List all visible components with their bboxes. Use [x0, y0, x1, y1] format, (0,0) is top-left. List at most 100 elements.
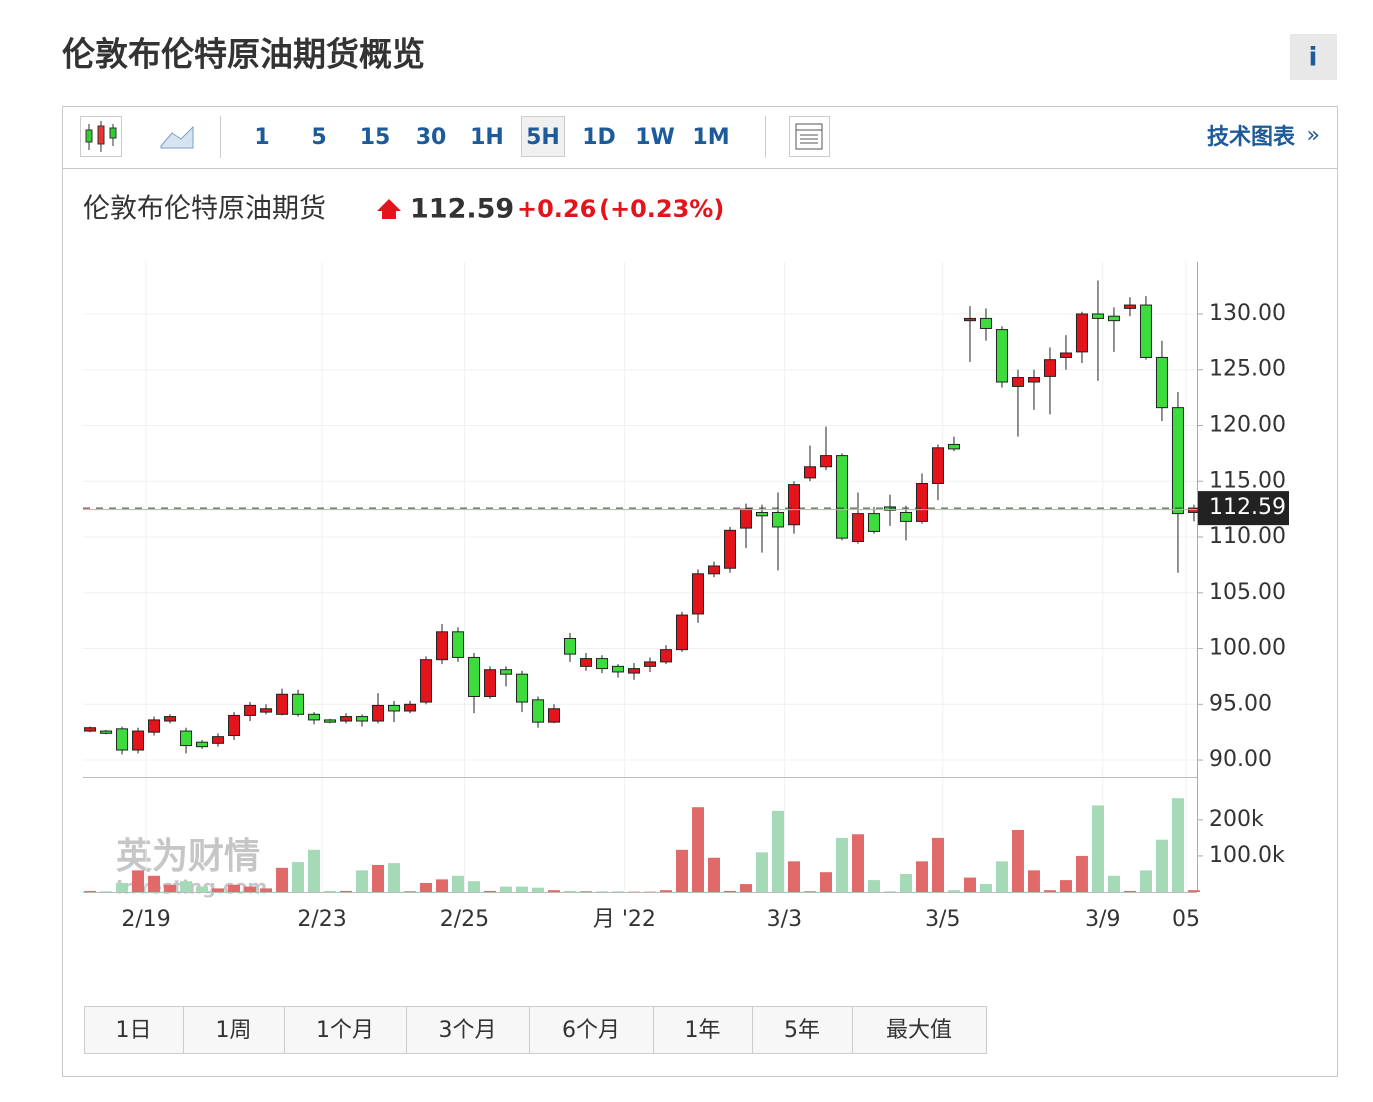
- volume-bar: [819, 872, 832, 892]
- volume-bar: [915, 861, 928, 892]
- interval-active: [521, 116, 565, 157]
- interval-button[interactable]: 1W: [635, 125, 675, 150]
- volume-bar: [500, 886, 513, 892]
- candle-body: [899, 511, 912, 522]
- volume-bar: [947, 890, 960, 892]
- range-button[interactable]: [183, 1006, 285, 1054]
- volume-bar: [100, 891, 113, 892]
- candle-body: [803, 466, 816, 479]
- interval-button[interactable]: 1M: [692, 125, 729, 150]
- range-button[interactable]: [852, 1006, 987, 1054]
- candle-body: [1011, 377, 1024, 387]
- y-tick-label: 110.00: [1209, 524, 1286, 549]
- candle-body: [1155, 356, 1168, 409]
- range-button[interactable]: [529, 1006, 654, 1054]
- candle-body: [612, 665, 625, 673]
- interval-button[interactable]: 1H: [470, 125, 504, 150]
- y-tick-label: 100.00: [1209, 636, 1286, 661]
- line-icon[interactable]: [160, 125, 194, 149]
- candle-body: [276, 693, 289, 715]
- volume-bar: [1059, 880, 1072, 892]
- volume-bar: [659, 890, 672, 892]
- volume-bar: [899, 873, 912, 892]
- watermark: 英为财情: [116, 836, 260, 877]
- candle-body: [372, 704, 385, 722]
- volume-bar: [1011, 829, 1024, 892]
- candle-body: [244, 704, 257, 716]
- candle-body: [420, 659, 433, 703]
- quote-change: +0.26: [517, 195, 596, 223]
- interval-button[interactable]: 5: [311, 125, 326, 150]
- candle-body: [755, 511, 768, 517]
- x-tick-label: 3/3: [767, 907, 802, 932]
- volume-bar: [292, 862, 305, 892]
- candle-body: [500, 669, 513, 675]
- candle-body: [308, 713, 321, 721]
- candle-body: [436, 631, 449, 661]
- candle-body: [1123, 304, 1136, 309]
- candle-body: [739, 508, 752, 529]
- candle-body: [1171, 407, 1184, 515]
- range-button[interactable]: [653, 1006, 753, 1054]
- candle-body: [164, 716, 177, 722]
- candle-body: [100, 730, 113, 734]
- volume-bar: [675, 849, 688, 892]
- y-tick-label: 130.00: [1209, 301, 1286, 326]
- volume-bar: [707, 857, 720, 892]
- volume-bar: [484, 890, 497, 892]
- candle-body: [196, 741, 209, 748]
- volume-bar: [1075, 855, 1088, 892]
- candle-body: [132, 730, 145, 751]
- page-title: 伦敦布伦特原油期货概览: [62, 35, 425, 74]
- volume-bar: [963, 877, 976, 892]
- volume-bar: [596, 891, 609, 892]
- quote-price: 112.59: [410, 194, 514, 225]
- candle-body: [1075, 313, 1088, 353]
- volume-bar: [516, 886, 529, 892]
- candle-body: [356, 716, 369, 722]
- x-tick-label: 3/9: [1085, 907, 1120, 932]
- info-button[interactable]: [1290, 34, 1337, 80]
- tech-chart-link[interactable]: 技术图表: [1207, 125, 1296, 150]
- info-label: i: [1309, 43, 1318, 73]
- candle-body: [548, 708, 561, 723]
- volume-bar: [1171, 798, 1184, 892]
- up-arrow: [377, 199, 401, 219]
- volume-bar: [787, 861, 800, 892]
- interval-button[interactable]: 5H: [526, 125, 560, 150]
- candle-body: [532, 699, 545, 723]
- candle-body: [643, 661, 656, 667]
- volume-bar: [532, 887, 545, 892]
- volume-bar: [755, 852, 768, 892]
- range-label: 3个月: [439, 1018, 497, 1043]
- candle-body: [388, 704, 401, 712]
- candle-body: [484, 669, 497, 697]
- candle-body: [1139, 304, 1152, 358]
- volume-bar: [340, 890, 353, 892]
- volume-bar: [771, 810, 784, 892]
- toolbar: [63, 107, 1337, 168]
- candle-body: [979, 317, 992, 329]
- volume-bar: [260, 888, 273, 892]
- range-button[interactable]: [284, 1006, 407, 1054]
- interval-button[interactable]: 30: [416, 125, 447, 150]
- volume-bar: [1091, 805, 1104, 892]
- candle-body: [819, 455, 832, 468]
- candle-body: [691, 573, 704, 615]
- volume-bar: [851, 834, 864, 892]
- interval-button[interactable]: 1: [254, 125, 269, 150]
- candle-body: [580, 658, 593, 667]
- interval-button[interactable]: 1D: [582, 125, 616, 150]
- volume-tick-label: 200k: [1209, 807, 1264, 832]
- range-label: 6个月: [562, 1018, 620, 1043]
- interval-button[interactable]: 15: [360, 125, 391, 150]
- volume-bar: [196, 886, 209, 892]
- last-price-label: 112.59: [1209, 495, 1286, 520]
- x-tick-label: 05: [1172, 907, 1200, 932]
- volume-bar: [723, 890, 736, 892]
- candle-body: [148, 719, 161, 733]
- volume-bar: [276, 867, 289, 892]
- candle-body: [707, 565, 720, 575]
- volume-bar: [1043, 890, 1056, 892]
